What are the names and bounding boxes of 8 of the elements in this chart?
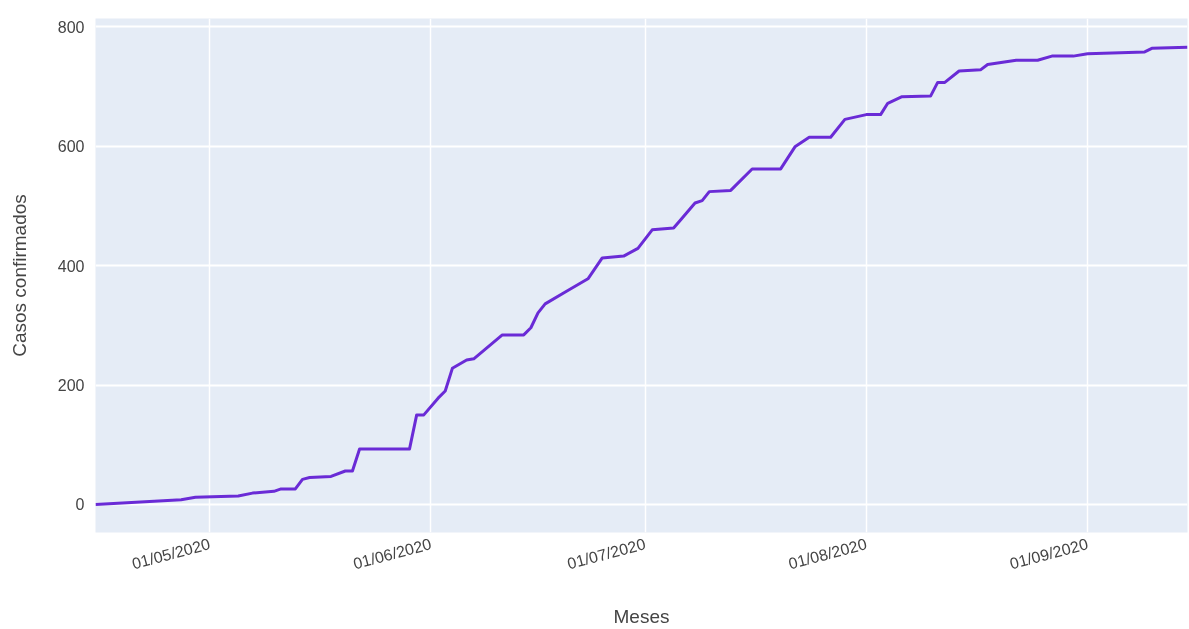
y-tick-label: 200 [57,377,85,395]
y-tick-label: 600 [57,138,85,156]
y-tick-label: 400 [57,257,85,275]
y-tick-label: 0 [75,496,85,514]
y-tick-label: 800 [57,18,85,36]
line-series [95,45,1188,506]
y-axis-title: Casos confirmados [8,194,30,357]
x-axis-title: Meses [613,605,670,627]
